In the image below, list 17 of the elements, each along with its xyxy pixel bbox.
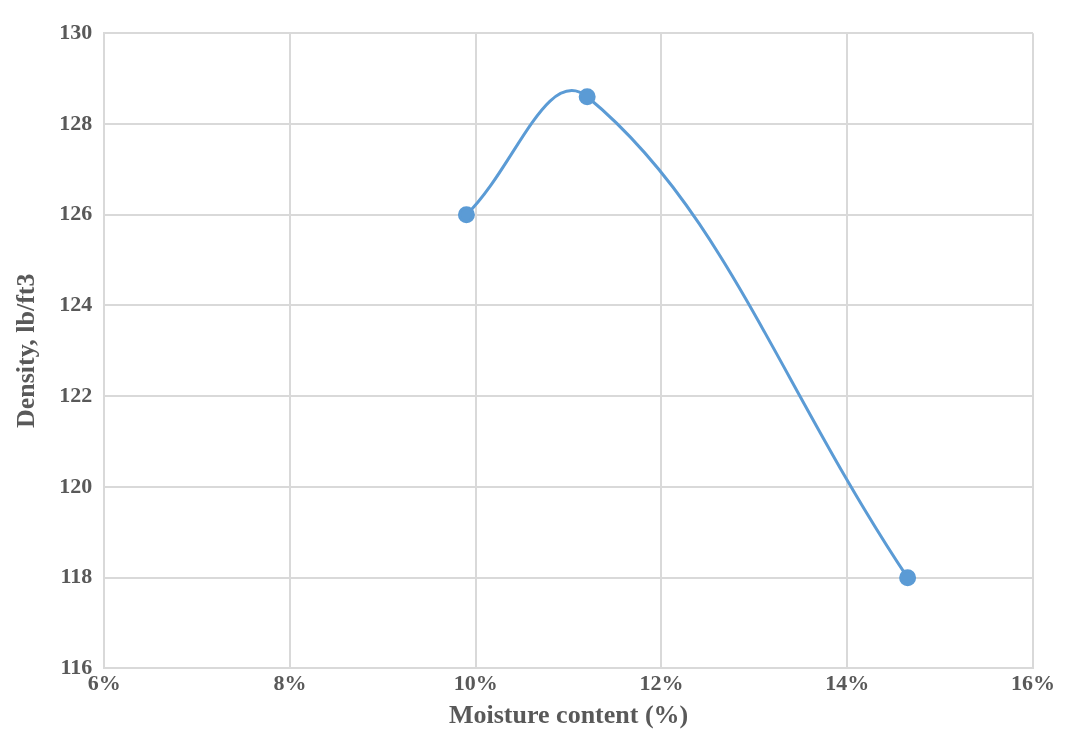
y-tick-label: 126 bbox=[59, 200, 93, 226]
x-tick-label: 10% bbox=[453, 670, 498, 696]
point bbox=[457, 206, 475, 224]
x-tick-label: 14% bbox=[825, 670, 870, 696]
x-tick-label: 12% bbox=[639, 670, 684, 696]
y-tick-label: 118 bbox=[60, 563, 93, 589]
x-axis-title: Moisture content (%) bbox=[448, 700, 689, 730]
y-axis-title: Density, lb/ft3 bbox=[11, 273, 41, 429]
x-tick-label: 8% bbox=[273, 670, 307, 696]
y-tick-label: 128 bbox=[59, 109, 93, 135]
y-tick-label: 130 bbox=[59, 18, 93, 44]
y-tick-label: 124 bbox=[59, 291, 93, 317]
point bbox=[899, 569, 917, 587]
y-tick-label: 122 bbox=[59, 381, 93, 407]
y-tick-label: 120 bbox=[59, 472, 93, 498]
x-tick-label: 16% bbox=[1011, 670, 1055, 696]
point bbox=[578, 88, 596, 106]
